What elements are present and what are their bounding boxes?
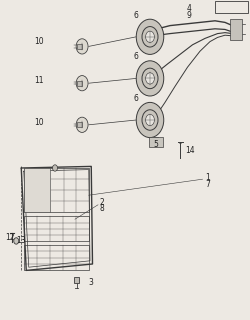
- Bar: [215, 1, 248, 13]
- Text: 5: 5: [154, 140, 159, 149]
- Bar: [76, 44, 82, 49]
- Text: 1: 1: [205, 173, 210, 182]
- Text: 2: 2: [100, 198, 105, 207]
- Circle shape: [52, 165, 58, 171]
- Text: 12: 12: [5, 233, 15, 242]
- Text: 10: 10: [34, 37, 44, 46]
- Text: 11: 11: [34, 76, 44, 85]
- Circle shape: [76, 117, 88, 132]
- Circle shape: [76, 76, 88, 91]
- Bar: [24, 168, 50, 212]
- Bar: [230, 19, 242, 40]
- Text: 14: 14: [185, 146, 194, 155]
- Bar: [24, 216, 89, 241]
- Circle shape: [146, 114, 154, 126]
- Text: 7: 7: [205, 180, 210, 188]
- Text: 9: 9: [186, 11, 191, 20]
- Bar: [76, 81, 82, 86]
- Text: 13: 13: [16, 236, 26, 245]
- Bar: [24, 168, 89, 212]
- Text: 10: 10: [34, 118, 44, 127]
- Circle shape: [76, 39, 88, 54]
- Text: 6: 6: [134, 52, 139, 61]
- Circle shape: [136, 102, 164, 138]
- Text: 4: 4: [186, 4, 191, 13]
- Bar: [76, 122, 82, 127]
- Text: 8: 8: [100, 204, 105, 213]
- Text: 3: 3: [89, 278, 94, 287]
- Circle shape: [136, 61, 164, 96]
- Circle shape: [146, 31, 154, 43]
- Circle shape: [146, 73, 154, 84]
- Bar: [74, 277, 79, 283]
- Text: 6: 6: [134, 11, 139, 20]
- Circle shape: [136, 19, 164, 54]
- Bar: [24, 245, 89, 270]
- Text: 6: 6: [134, 94, 139, 103]
- Bar: [149, 137, 162, 147]
- Circle shape: [14, 238, 19, 244]
